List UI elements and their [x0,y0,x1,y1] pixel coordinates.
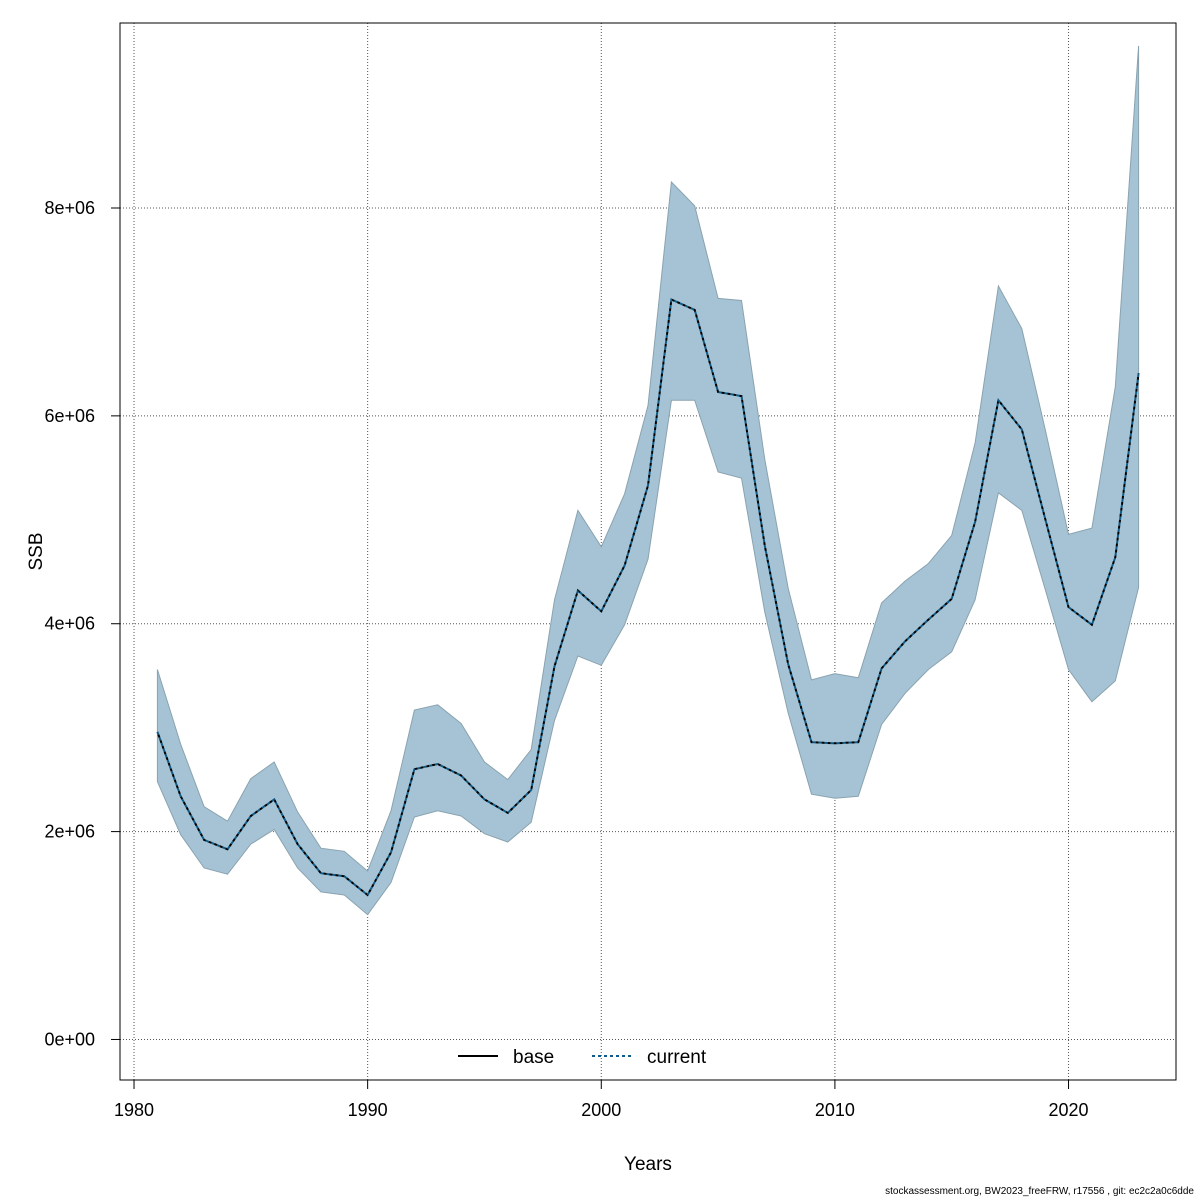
x-tick-label: 2010 [815,1100,855,1120]
series-line-current [156,298,1140,897]
x-tick-label: 2000 [581,1100,621,1120]
y-tick-label: 4e+06 [44,614,95,634]
y-tick-label: 6e+06 [44,406,95,426]
footer-text: stockassessment.org, BW2023_freeFRW, r17… [885,1186,1194,1197]
legend-label-current: current [647,1047,707,1068]
series-lines [156,298,1140,897]
y-axis: 0e+00 2e+06 4e+06 6e+06 8e+06 [44,198,121,1049]
x-tick-label: 1980 [114,1100,154,1120]
x-tick-label: 1990 [348,1100,388,1120]
y-tick-label: 0e+00 [44,1029,95,1049]
y-axis-title: SSB [26,532,47,570]
x-tick-label: 2020 [1049,1100,1089,1120]
x-axis-title: Years [624,1154,672,1175]
y-tick-label: 8e+06 [44,198,95,218]
legend-label-base: base [513,1047,554,1068]
y-tick-label: 2e+06 [44,822,95,842]
legend: base current [458,1047,707,1068]
x-axis: 1980 1990 2000 2010 2020 [114,1079,1089,1120]
